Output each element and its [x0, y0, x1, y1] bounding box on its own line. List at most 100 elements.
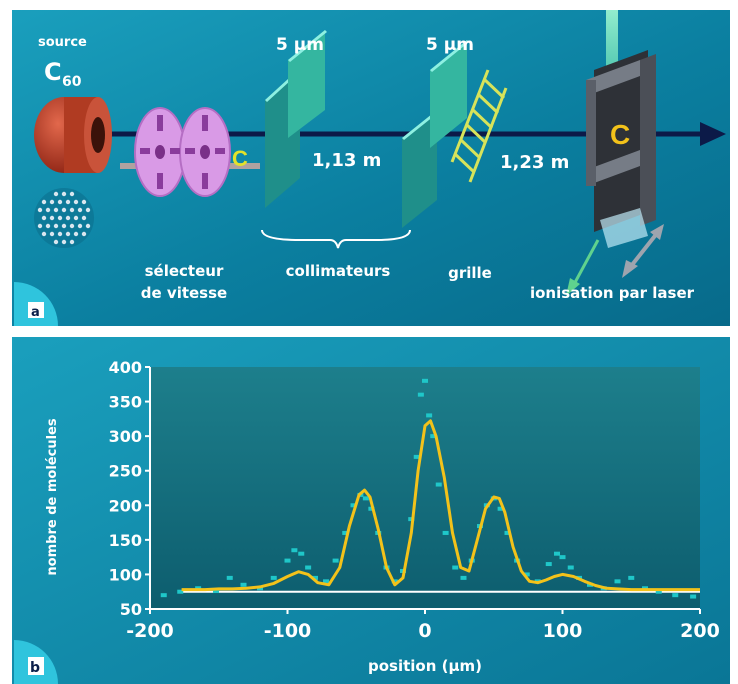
fullerene-atom [57, 215, 63, 221]
fullerene-atom [41, 215, 47, 221]
fullerene-atom [57, 231, 63, 237]
collimator-slit-2 [402, 40, 469, 228]
fullerene-atom [53, 207, 59, 213]
data-point [504, 530, 511, 535]
ionisation-detector [586, 50, 656, 248]
source-label: source [38, 35, 87, 50]
data-point [559, 555, 566, 560]
distance2-label: 1,23 m [500, 152, 569, 173]
fullerene-atom [61, 223, 67, 229]
c60-formula-subscript: 60 [62, 74, 82, 90]
x-tick-label: 100 [543, 620, 583, 642]
y-axis-label: nombre de molécules [45, 418, 60, 575]
collimator-brace [261, 229, 411, 249]
c60-formula: C 60 [44, 58, 82, 90]
fullerene-atom [65, 231, 71, 237]
fullerene-atom [57, 199, 63, 205]
interference-chart: 400 350 300 250 200 150 100 50-200 -100 0 100 200 p… [12, 337, 730, 684]
data-point [497, 506, 504, 511]
fullerene-atom [81, 199, 87, 205]
fullerene-atom [61, 239, 67, 245]
fullerene-atom [65, 199, 71, 205]
slit1-width-label: 5 µm [276, 35, 324, 55]
y-tick-label: 350 [109, 393, 142, 412]
fullerene-atom [53, 191, 59, 197]
panel-a-badge: a [14, 282, 58, 326]
data-point [312, 575, 318, 580]
y-tick-label: 300 [109, 427, 142, 446]
laser-arrows [566, 224, 664, 296]
fullerene-atom [49, 231, 55, 237]
x-axis-label: position (µm) [368, 657, 482, 675]
x-tick-label: -100 [264, 620, 312, 642]
panel-b-badge: b [14, 640, 58, 684]
fullerene-atom [53, 223, 59, 229]
apparatus-diagram: C [0, 10, 738, 332]
y-tick-label: 250 [109, 462, 142, 481]
c60-molecule-icon [34, 188, 94, 248]
chart-axes [145, 366, 701, 614]
data-point [298, 551, 305, 556]
data-point [291, 548, 298, 553]
ionisation-label: ionisation par laser [530, 284, 695, 302]
data-point [417, 392, 424, 397]
fullerene-atom [41, 199, 47, 205]
data-point [545, 562, 552, 567]
data-point [430, 434, 437, 439]
data-point [435, 482, 442, 487]
data-point [655, 589, 662, 594]
fit-line-group [181, 419, 700, 592]
data-point [452, 565, 459, 570]
x-tick-label: 0 [418, 620, 431, 642]
panel-b-chart: 400 350 300 250 200 150 100 50 -200 -100 0 100 200 p… [0, 337, 738, 684]
fullerene-atom [69, 239, 75, 245]
data-point [408, 517, 415, 522]
fullerene-atom [37, 223, 43, 229]
data-point [567, 565, 574, 570]
data-point [442, 530, 449, 535]
fullerene-atom [77, 223, 83, 229]
data-point [332, 558, 339, 563]
data-point [614, 579, 621, 584]
selector-label-line1: sélecteur [145, 262, 224, 280]
fullerene-atom [61, 207, 67, 213]
data-point [350, 503, 357, 508]
data-point [628, 575, 635, 580]
fullerene-atom [81, 215, 87, 221]
velocity-selector [120, 107, 260, 197]
collimators-label: collimateurs [286, 262, 391, 280]
fullerene-atom [85, 207, 91, 213]
data-point [226, 575, 233, 580]
fullerene-atom [73, 199, 79, 205]
data-point [177, 589, 184, 594]
selector-label-line2: de vitesse [141, 284, 227, 302]
grating-label: grille [448, 264, 492, 282]
fit-curve [181, 419, 700, 592]
fullerene-atom [73, 215, 79, 221]
c60-formula-c: C [44, 58, 62, 86]
data-point [160, 593, 167, 598]
y-tick-label: 100 [109, 565, 142, 584]
fullerene-atom [45, 223, 51, 229]
fullerene-atom [77, 207, 83, 213]
fullerene-atom [37, 207, 43, 213]
collimator-slit-1 [265, 30, 327, 208]
molecule-c-marker-selector: C [232, 146, 248, 171]
y-tick-label: 150 [109, 531, 142, 550]
fullerene-atom [73, 231, 79, 237]
data-point [690, 594, 697, 599]
data-point [305, 565, 312, 570]
data-point [426, 413, 433, 418]
fullerene-atom [49, 215, 55, 221]
data-point [368, 506, 375, 511]
molecule-c-marker-detector: C [610, 119, 630, 150]
data-point [672, 593, 679, 598]
plot-area [150, 367, 700, 609]
data-point [270, 575, 277, 580]
fullerene-atom [69, 223, 75, 229]
slit2-width-label: 5 µm [426, 35, 474, 55]
panel-a-badge-text: a [31, 305, 40, 320]
fullerene-atom [65, 215, 71, 221]
fullerene-atom [85, 223, 91, 229]
x-tick-label: 200 [680, 620, 720, 642]
